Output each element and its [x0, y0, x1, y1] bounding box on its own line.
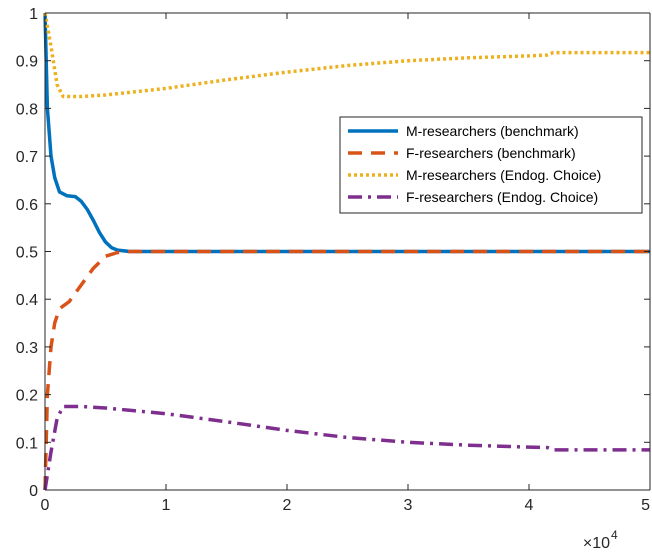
y-tick-label: 0.5 — [16, 245, 38, 262]
legend-label-4: F-researchers (Endog. Choice) — [406, 189, 598, 205]
legend-label-2: F-researchers (benchmark) — [406, 145, 576, 161]
x-tick-label: 4 — [525, 497, 534, 514]
x-axis-multiplier: ×10 — [583, 535, 610, 552]
y-tick-label: 0.1 — [16, 435, 38, 452]
x-tick-label: 3 — [404, 497, 413, 514]
tick-labels: 0 1 2 3 4 5 0 0.1 0.2 0.3 0.4 0.5 0.6 0.7 0.8 0.9 1 — [16, 6, 650, 514]
y-tick-label: 1 — [29, 6, 38, 23]
series-line-2 — [43, 249, 650, 491]
y-tick-label: 0.7 — [16, 149, 38, 166]
legend: M-researchers (benchmark) F-researchers (… — [339, 116, 643, 214]
x-tick-label: 0 — [41, 497, 50, 514]
y-tick-label: 0.3 — [16, 340, 38, 357]
y-tick-label: 0 — [29, 483, 38, 500]
axes — [44, 12, 651, 491]
y-tick-label: 0.2 — [16, 388, 38, 405]
x-tick-label: 2 — [283, 497, 292, 514]
legend-label-3: M-researchers (Endog. Choice) — [406, 167, 601, 183]
series-line-4 — [43, 404, 650, 491]
y-tick-label: 0.9 — [16, 54, 38, 71]
y-tick-label: 0.8 — [16, 101, 38, 118]
x-tick-label: 5 — [641, 497, 650, 514]
y-tick-label: 0.4 — [16, 292, 38, 309]
x-tick-label: 1 — [162, 497, 171, 514]
series-layer — [43, 12, 650, 491]
y-tick-label: 0.6 — [16, 197, 38, 214]
legend-label-1: M-researchers (benchmark) — [406, 123, 579, 139]
x-axis-multiplier-exponent: 4 — [611, 528, 618, 542]
